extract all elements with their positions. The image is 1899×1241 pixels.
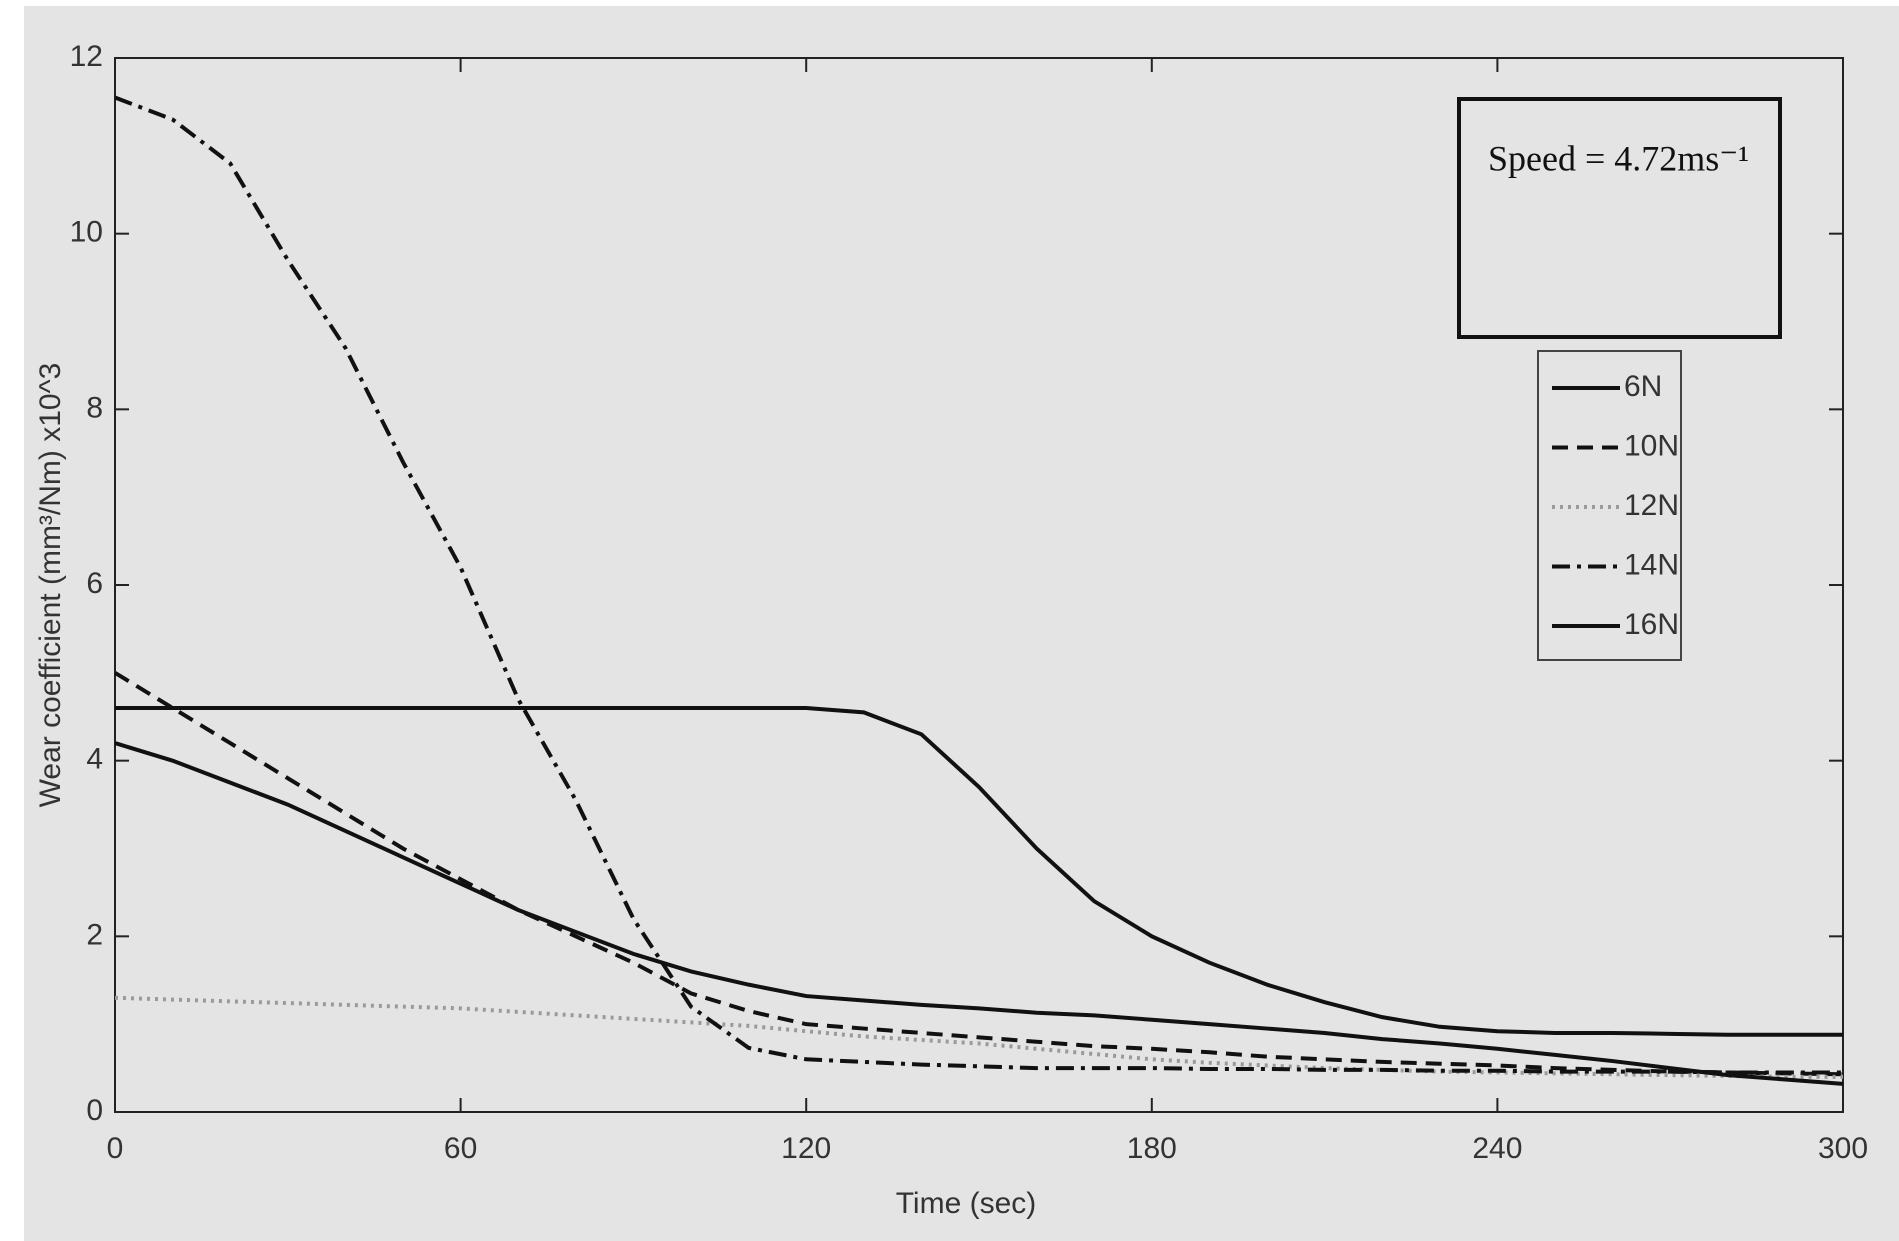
y-tick-label: 0 [86, 1094, 103, 1127]
y-tick-label: 12 [70, 40, 103, 73]
x-tick-label: 60 [444, 1132, 477, 1165]
x-tick-label: 240 [1472, 1132, 1522, 1165]
y-tick-label: 8 [86, 391, 103, 424]
x-axis-label: Time (sec) [896, 1187, 1037, 1220]
legend-label: 16N [1624, 608, 1679, 641]
series-line [113, 671, 1844, 1077]
y-tick-label: 10 [70, 216, 103, 249]
legend-label: 10N [1624, 429, 1679, 462]
y-tick-label: 4 [86, 743, 103, 776]
legend-label: 6N [1624, 370, 1662, 403]
series-line [114, 741, 1844, 1086]
series-line [114, 995, 1843, 1079]
x-tick-label: 180 [1127, 1132, 1177, 1165]
series-line [114, 95, 1843, 1075]
annotation: Speed = 4.72ms⁻¹ [1488, 138, 1749, 178]
legend-label: 14N [1624, 548, 1679, 581]
x-tick-label: 0 [107, 1132, 124, 1165]
y-axis-label: Wear coefficient (mm³/Nm) x10^3 [34, 363, 67, 808]
series-line [115, 705, 1843, 1037]
legend-label: 12N [1624, 489, 1679, 522]
y-tick-label: 6 [86, 567, 103, 600]
annotation-box [1457, 97, 1782, 339]
x-tick-label: 120 [781, 1132, 831, 1165]
x-tick-label: 300 [1818, 1132, 1868, 1165]
y-tick-label: 2 [86, 918, 103, 951]
